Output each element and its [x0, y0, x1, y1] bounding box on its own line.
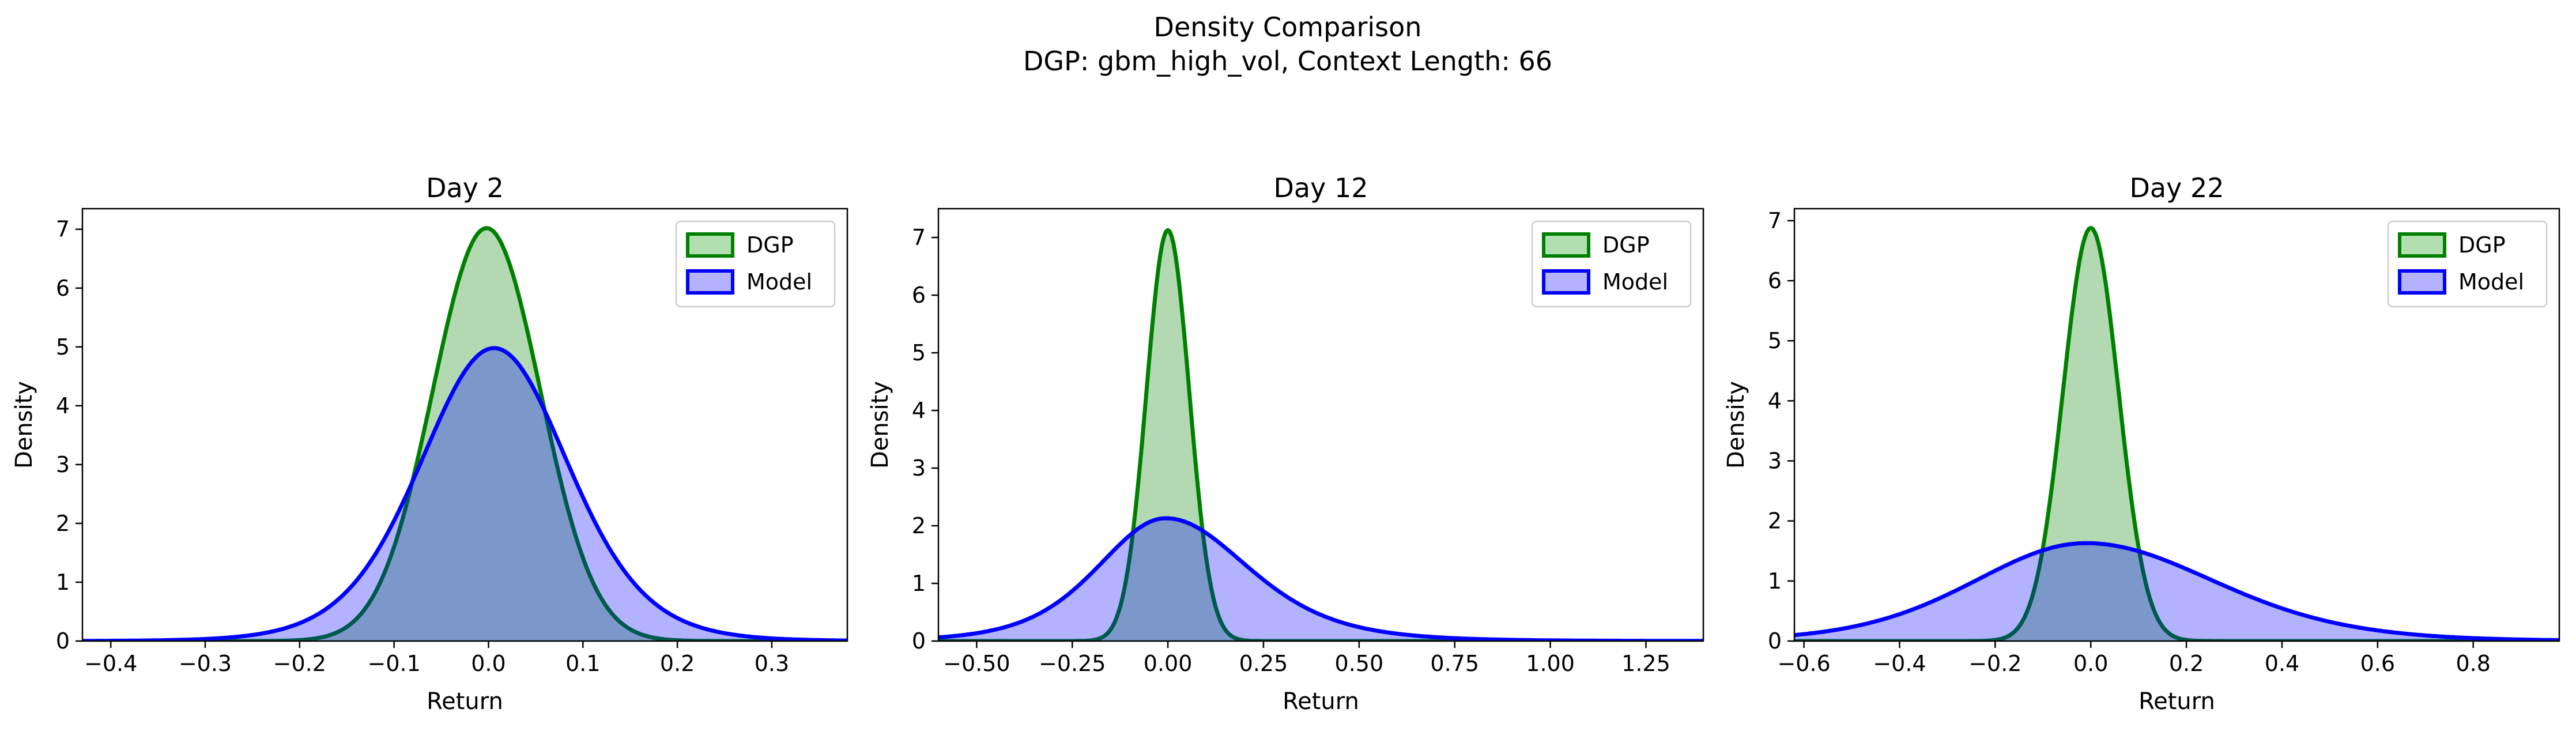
series-area-model: [82, 348, 847, 641]
y-tick-label: 4: [912, 398, 926, 423]
chart-panel-3: Day 22 −0.6 −0.4 −0.2 0.0 0.2 0.4 0.6 0.8 0 1 2 3 4 5 6…: [1723, 172, 2560, 715]
axes-frame: [937, 208, 1704, 642]
x-tick-label: 0.3: [755, 651, 789, 676]
x-tick-label: −0.4: [1873, 651, 1926, 676]
x-tick-label: 0.0: [471, 651, 506, 676]
y-tick-label: 4: [1768, 388, 1782, 413]
legend: DGP Model: [675, 220, 836, 308]
y-axis-label: Density: [1723, 381, 1749, 469]
x-tick-label: 0.25: [1239, 651, 1288, 676]
x-tick-label: −0.6: [1777, 651, 1830, 676]
x-axis-label: Return: [1283, 688, 1359, 715]
legend: DGP Model: [2387, 220, 2548, 308]
y-tick-label: 0: [56, 628, 70, 654]
y-tick-label: 4: [56, 393, 70, 419]
y-tick-label: 0: [1768, 628, 1782, 654]
x-tick-label: −0.3: [179, 651, 232, 676]
legend-swatch-dgp: [686, 232, 734, 258]
legend-swatch-model: [1542, 269, 1590, 295]
legend-label-dgp: DGP: [2458, 232, 2506, 258]
legend-label-model: Model: [1602, 269, 1668, 295]
axes-frame: [1793, 208, 2560, 642]
y-tick-label: 2: [912, 513, 926, 538]
panels: Day 2 −0.4 −0.3 −0.2 −0.1 0.0 0.1 0.2 0.3 0 1 2 3 4 5 6…: [11, 172, 2560, 715]
legend-label-model: Model: [2458, 269, 2524, 295]
y-tick-label: 3: [56, 452, 70, 477]
panel-title: Day 22: [2130, 172, 2224, 203]
x-tick-label: 0.0: [2073, 651, 2108, 676]
panel-title: Day 12: [1274, 172, 1368, 203]
chart-panel-1: Day 2 −0.4 −0.3 −0.2 −0.1 0.0 0.1 0.2 0.3 0 1 2 3 4 5 6…: [11, 172, 848, 715]
series-line-dgp: [1794, 225, 2559, 641]
legend-label-dgp: DGP: [746, 232, 794, 258]
x-tick-label: 1.25: [1621, 651, 1670, 676]
y-tick-label: 5: [1768, 328, 1782, 353]
figure-title: Density Comparison: [1154, 12, 1422, 43]
x-tick-label: −0.4: [84, 651, 137, 676]
legend-swatch-model: [686, 269, 734, 295]
legend-label-model: Model: [746, 269, 812, 295]
y-tick-label: 7: [56, 217, 70, 242]
x-tick-label: −0.2: [273, 651, 326, 676]
y-tick-label: 2: [1768, 508, 1782, 534]
x-tick-label: 1.00: [1526, 651, 1575, 676]
series-line-model: [82, 346, 847, 641]
y-tick-label: 2: [56, 511, 70, 536]
y-tick-label: 7: [1768, 208, 1782, 233]
x-tick-label: −0.25: [1039, 651, 1106, 676]
y-tick-label: 6: [56, 276, 70, 301]
x-tick-label: 0.4: [2265, 651, 2299, 676]
y-axis-label: Density: [11, 381, 37, 469]
y-tick-label: 6: [1768, 268, 1782, 293]
x-tick-label: 0.00: [1144, 651, 1193, 676]
chart-panel-2: Day 12 −0.50 −0.25 0.00 0.25 0.50 0.75 1.00 1.25…: [867, 172, 1704, 715]
x-axis-label: Return: [427, 688, 503, 715]
x-tick-label: 0.75: [1430, 651, 1479, 676]
y-tick-label: 3: [1768, 448, 1782, 474]
legend-swatch-dgp: [2398, 232, 2446, 258]
y-tick-label: 6: [912, 282, 926, 308]
y-tick-label: 0: [912, 628, 926, 654]
x-tick-label: 0.2: [660, 651, 695, 676]
y-tick-label: 3: [912, 455, 926, 481]
y-tick-label: 1: [912, 571, 926, 596]
x-tick-label: −0.2: [1968, 651, 2021, 676]
y-tick-label: 7: [912, 225, 926, 250]
plot-area: [1794, 225, 2559, 641]
legend-swatch-dgp: [1542, 232, 1590, 258]
x-tick-label: −0.1: [367, 651, 420, 676]
x-tick-label: 0.8: [2456, 651, 2490, 676]
panel-title: Day 2: [426, 172, 504, 203]
x-tick-label: 0.6: [2360, 651, 2395, 676]
y-tick-label: 5: [56, 334, 70, 360]
legend-swatch-model: [2398, 269, 2446, 295]
figure-subtitle: DGP: gbm_high_vol, Context Length: 66: [1023, 46, 1552, 77]
x-tick-label: 0.50: [1335, 651, 1384, 676]
y-tick-label: 1: [56, 570, 70, 595]
x-tick-label: 0.1: [565, 651, 600, 676]
series-area-model: [1794, 543, 2559, 641]
series-area-model: [938, 518, 1703, 641]
y-tick-label: 1: [1768, 568, 1782, 594]
legend-label-dgp: DGP: [1602, 232, 1650, 258]
axes-frame: [81, 208, 848, 642]
series-area-dgp: [82, 228, 847, 641]
x-tick-label: −0.50: [943, 651, 1010, 676]
y-tick-label: 5: [912, 340, 926, 365]
x-axis-label: Return: [2139, 688, 2215, 715]
series-line-model: [1794, 541, 2559, 641]
x-tick-label: 0.2: [2169, 651, 2204, 676]
legend: DGP Model: [1531, 220, 1692, 308]
y-axis-label: Density: [867, 381, 893, 469]
